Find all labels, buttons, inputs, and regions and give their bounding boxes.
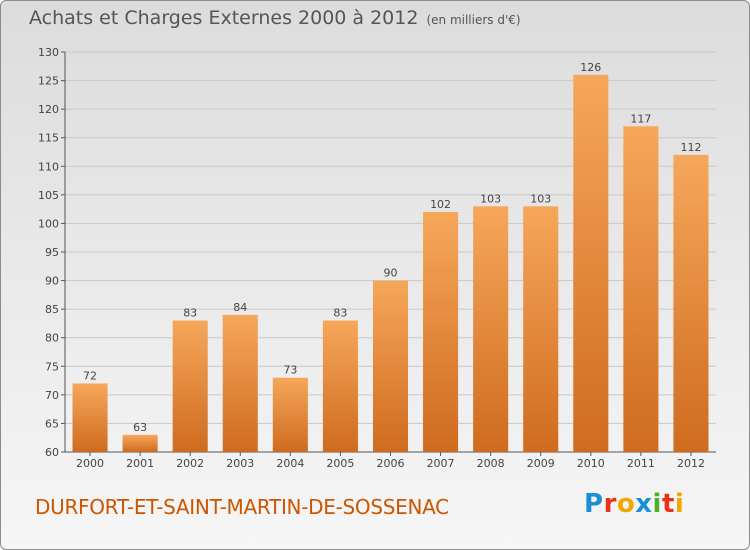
x-tick-label: 2005 — [326, 457, 354, 470]
y-tick-label: 115 — [38, 132, 59, 145]
logo-letter: x — [635, 489, 653, 519]
x-tick-label: 2004 — [276, 457, 304, 470]
data-label: 72 — [83, 369, 97, 382]
logo-letter: o — [616, 489, 636, 519]
y-tick-label: 75 — [45, 360, 59, 373]
x-tick-label: 2006 — [377, 457, 405, 470]
bar — [322, 320, 358, 452]
bar — [623, 126, 659, 453]
data-label: 83 — [333, 307, 347, 320]
data-label: 126 — [580, 61, 601, 74]
y-tick-label: 110 — [38, 160, 59, 173]
x-tick-label: 2010 — [577, 457, 605, 470]
bar-chart: 60 65 70 75 80 85 90 95 100 105 110 115 120 125 130 72 2… — [38, 46, 716, 470]
x-tick-label: 2012 — [677, 457, 705, 470]
bar — [473, 206, 509, 452]
data-label: 112 — [680, 141, 701, 154]
data-label: 83 — [183, 307, 197, 320]
bar — [272, 377, 308, 452]
x-tick-label: 2011 — [627, 457, 655, 470]
data-label: 84 — [233, 301, 247, 314]
x-tick-label: 2003 — [226, 457, 254, 470]
bar — [222, 314, 258, 452]
y-tick-label: 100 — [38, 217, 59, 230]
x-tick-label: 2009 — [527, 457, 555, 470]
data-label: 63 — [133, 421, 147, 434]
y-tick-label: 125 — [38, 75, 59, 88]
bar — [673, 154, 709, 452]
y-tick-label: 60 — [45, 446, 59, 459]
logo-letter: P — [584, 489, 604, 519]
data-label: 103 — [480, 192, 501, 205]
bar — [122, 434, 158, 452]
data-label: 103 — [530, 192, 551, 205]
chart-title-main: Achats et Charges Externes 2000 à 2012 — [29, 7, 419, 29]
logo-letter: i — [674, 489, 685, 519]
chart-title: Achats et Charges Externes 2000 à 2012 (e… — [29, 7, 521, 29]
x-tick-label: 2002 — [176, 457, 204, 470]
y-tick-label: 95 — [45, 246, 59, 259]
chart-title-unit: (en milliers d'€) — [426, 13, 521, 27]
y-tick-label: 70 — [45, 389, 59, 402]
logo-letter: r — [603, 489, 617, 519]
x-tick-label: 2007 — [427, 457, 455, 470]
y-tick-label: 130 — [38, 46, 59, 59]
y-tick-label: 120 — [38, 103, 59, 116]
bar — [523, 206, 559, 452]
bar — [72, 383, 108, 452]
bar — [372, 280, 409, 452]
y-tick-label: 105 — [38, 189, 59, 202]
bar — [573, 74, 609, 452]
y-tick-label: 85 — [45, 303, 59, 316]
x-tick-label: 2008 — [477, 457, 505, 470]
city-name: DURFORT-ET-SAINT-MARTIN-DE-SOSSENAC — [35, 495, 449, 519]
y-tick-label: 90 — [45, 275, 59, 288]
x-tick-label: 2001 — [126, 457, 154, 470]
bar — [172, 320, 208, 452]
proxiti-logo: Proxiti — [584, 489, 684, 519]
logo-letter: i — [652, 489, 662, 519]
data-label: 117 — [630, 112, 651, 125]
x-tick-label: 2000 — [76, 457, 104, 470]
bar — [423, 212, 459, 452]
data-label: 73 — [283, 364, 297, 377]
y-tick-label: 80 — [45, 332, 59, 345]
data-label: 90 — [384, 267, 398, 280]
y-tick-label: 65 — [45, 417, 59, 430]
data-label: 102 — [430, 198, 451, 211]
logo-letter: t — [661, 489, 675, 519]
